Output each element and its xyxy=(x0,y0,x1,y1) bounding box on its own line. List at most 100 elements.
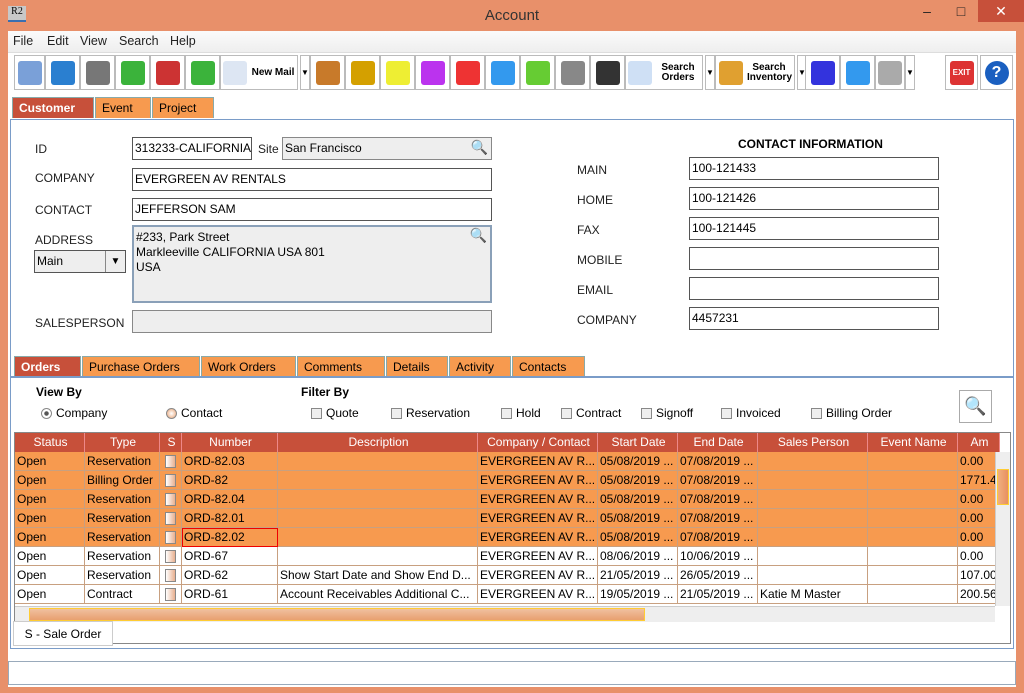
exit-button[interactable]: EXIT xyxy=(945,55,978,90)
disabled-dropdown[interactable]: ▼ xyxy=(905,55,915,90)
edit-button[interactable] xyxy=(14,55,45,90)
award-button[interactable] xyxy=(345,55,380,90)
filter-billing-order-checkbox[interactable]: Billing Order xyxy=(811,406,892,420)
column-header-am[interactable]: Am xyxy=(958,433,1000,452)
tools-button[interactable] xyxy=(555,55,590,90)
tab-project[interactable]: Project xyxy=(152,97,214,118)
menu-edit[interactable]: Edit xyxy=(47,34,69,48)
subtab-contacts[interactable]: Contacts xyxy=(512,356,585,377)
row-checkbox[interactable] xyxy=(165,474,176,488)
row-checkbox[interactable] xyxy=(165,493,176,507)
column-header-number[interactable]: Number xyxy=(182,433,278,452)
company-field[interactable]: EVERGREEN AV RENTALS xyxy=(132,168,492,191)
legend-tab-sale-order[interactable]: S - Sale Order xyxy=(13,621,113,646)
column-header-status[interactable]: Status xyxy=(15,433,85,452)
column-header-sales-person[interactable]: Sales Person xyxy=(758,433,868,452)
table-row[interactable]: Open Billing Order ORD-82 EVERGREEN AV R...… xyxy=(15,471,1000,490)
close-button[interactable]: ✕ xyxy=(978,0,1024,22)
menu-help[interactable]: Help xyxy=(170,34,196,48)
contact-fax-field[interactable]: 100-121445 xyxy=(689,217,939,240)
filter-signoff-checkbox[interactable]: Signoff xyxy=(641,406,693,420)
new-mail-button[interactable]: New Mail xyxy=(220,55,298,90)
column-header-type[interactable]: Type xyxy=(85,433,160,452)
scrollbar-thumb[interactable] xyxy=(997,469,1009,505)
column-header-s[interactable]: S xyxy=(160,433,182,452)
disabled-button[interactable] xyxy=(875,55,905,90)
cash-register-button[interactable] xyxy=(590,55,625,90)
new-doc-green-button[interactable] xyxy=(520,55,555,90)
horizontal-scrollbar[interactable] xyxy=(15,606,995,622)
row-checkbox[interactable] xyxy=(165,569,176,583)
scrollbar-thumb[interactable] xyxy=(29,608,645,621)
contact-field[interactable]: JEFFERSON SAM xyxy=(132,198,492,221)
contact-home-field[interactable]: 100-121426 xyxy=(689,187,939,210)
vertical-scrollbar[interactable] xyxy=(995,452,1010,606)
doc-blue-button[interactable] xyxy=(485,55,520,90)
menu-file[interactable]: File xyxy=(13,34,34,48)
column-header-end-date[interactable]: End Date xyxy=(678,433,758,452)
contacts-button[interactable] xyxy=(310,55,345,90)
hierarchy-button[interactable] xyxy=(150,55,185,90)
filter-reservation-checkbox[interactable]: Reservation xyxy=(391,406,470,420)
view-by-company-radio[interactable]: Company xyxy=(41,406,107,420)
search-inventory-button[interactable]: Search Inventory xyxy=(715,55,795,90)
search-icon[interactable]: 🔍 xyxy=(470,139,488,155)
tab-event[interactable]: Event xyxy=(95,97,151,118)
column-header-start-date[interactable]: Start Date xyxy=(598,433,678,452)
new-doc-red-button[interactable] xyxy=(450,55,485,90)
id-field[interactable]: 313233-CALIFORNIA xyxy=(132,137,252,160)
chevron-down-icon[interactable]: ▼ xyxy=(105,251,125,272)
row-checkbox[interactable] xyxy=(165,550,176,564)
row-checkbox[interactable] xyxy=(165,531,176,545)
new-mail-dropdown[interactable]: ▼ xyxy=(300,55,310,90)
save-button[interactable] xyxy=(45,55,80,90)
address-field[interactable]: #233, Park Street Markleeville CALIFORNI… xyxy=(132,225,492,303)
table-row[interactable]: Open Reservation ORD-62 Show Start Date and… xyxy=(15,566,1000,585)
subtab-activity[interactable]: Activity xyxy=(449,356,511,377)
subtab-work-orders[interactable]: Work Orders xyxy=(201,356,296,377)
filter-contract-checkbox[interactable]: Contract xyxy=(561,406,621,420)
minimize-button[interactable]: – xyxy=(923,3,931,19)
form-edit-button[interactable] xyxy=(805,55,840,90)
contact-company-field[interactable]: 4457231 xyxy=(689,307,939,330)
column-header-company-contact[interactable]: Company / Contact xyxy=(478,433,598,452)
contact-mobile-field[interactable] xyxy=(689,247,939,270)
table-row[interactable]: Open Reservation ORD-82.01 EVERGREEN AV R..… xyxy=(15,509,1000,528)
row-checkbox[interactable] xyxy=(165,588,176,602)
table-row[interactable]: Open Reservation ORD-82.02 EVERGREEN AV R..… xyxy=(15,528,1000,547)
menu-view[interactable]: View xyxy=(80,34,107,48)
table-row[interactable]: Open Reservation ORD-67 EVERGREEN AV R... 08… xyxy=(15,547,1000,566)
contact-main-field[interactable]: 100-121433 xyxy=(689,157,939,180)
contact-email-field[interactable] xyxy=(689,277,939,300)
column-header-event-name[interactable]: Event Name xyxy=(868,433,958,452)
help-button[interactable]: ? xyxy=(980,55,1013,90)
row-checkbox[interactable] xyxy=(165,455,176,469)
search-orders-button[interactable]: Search Orders xyxy=(625,55,703,90)
table-row[interactable]: Open Reservation ORD-82.04 EVERGREEN AV R..… xyxy=(15,490,1000,509)
add-remove-button[interactable] xyxy=(185,55,220,90)
menu-search[interactable]: Search xyxy=(119,34,159,48)
filter-hold-checkbox[interactable]: Hold xyxy=(501,406,541,420)
subtab-purchase-orders[interactable]: Purchase Orders xyxy=(82,356,200,377)
find-button[interactable] xyxy=(80,55,115,90)
subtab-comments[interactable]: Comments xyxy=(297,356,385,377)
tab-customer[interactable]: Customer xyxy=(12,97,94,118)
maximize-button[interactable]: □ xyxy=(956,3,966,19)
search-icon[interactable]: 🔍 xyxy=(469,227,487,243)
table-row[interactable]: Open Reservation ORD-82.03 EVERGREEN AV R..… xyxy=(15,452,1000,471)
subtab-details[interactable]: Details xyxy=(386,356,448,377)
search-orders-dropdown[interactable]: ▼ xyxy=(705,55,715,90)
new-doc-purple-button[interactable] xyxy=(415,55,450,90)
filter-invoiced-checkbox[interactable]: Invoiced xyxy=(721,406,781,420)
salesperson-field[interactable] xyxy=(132,310,492,333)
site-field[interactable]: San Francisco 🔍 xyxy=(282,137,492,160)
copy-docs-button[interactable] xyxy=(840,55,875,90)
refresh-search-button[interactable]: 🔍 xyxy=(959,390,992,423)
new-doc-yellow-button[interactable] xyxy=(380,55,415,90)
address-type-select[interactable]: Main ▼ xyxy=(34,250,126,273)
column-header-description[interactable]: Description xyxy=(278,433,478,452)
view-by-contact-radio[interactable]: Contact xyxy=(166,406,222,420)
filter-quote-checkbox[interactable]: Quote xyxy=(311,406,359,420)
row-checkbox[interactable] xyxy=(165,512,176,526)
subtab-orders[interactable]: Orders xyxy=(14,356,81,377)
